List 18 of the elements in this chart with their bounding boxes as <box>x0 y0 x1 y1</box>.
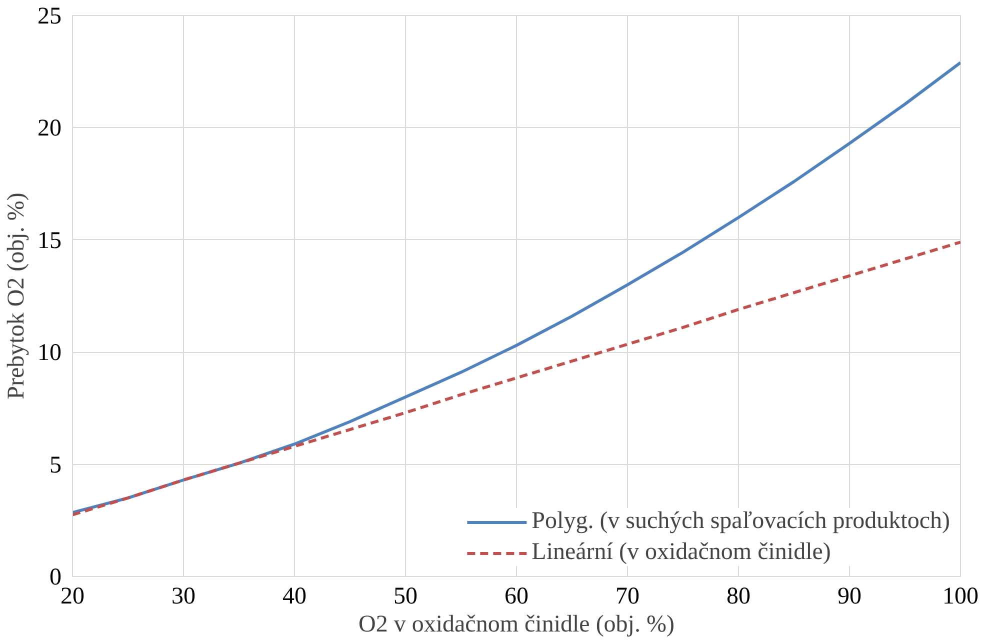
legend-label: Polyg. (v suchých spaľovacích produktoch) <box>532 508 950 535</box>
y-axis-title: Prebytok O2 (obj. %) <box>4 192 30 400</box>
y-tick-label: 10 <box>38 340 62 366</box>
y-tick-label: 25 <box>38 4 62 30</box>
y-tick-label: 5 <box>50 452 62 478</box>
x-tick-label: 30 <box>172 584 196 610</box>
legend-label: Lineární (v oxidačnom činidle) <box>532 539 831 566</box>
x-tick-label: 100 <box>942 584 978 610</box>
x-tick-label: 50 <box>394 584 418 610</box>
y-tick-label: 20 <box>38 116 62 142</box>
x-tick-label: 70 <box>616 584 640 610</box>
x-tick-label: 90 <box>838 584 862 610</box>
x-tick-label: 60 <box>504 584 528 610</box>
y-tick-label: 15 <box>38 228 62 254</box>
x-tick-label: 40 <box>282 584 306 610</box>
y-tick-label: 0 <box>50 564 62 590</box>
x-tick-label: 80 <box>726 584 750 610</box>
x-axis-title: O2 v oxidačnom činidle (obj. %) <box>358 612 674 638</box>
